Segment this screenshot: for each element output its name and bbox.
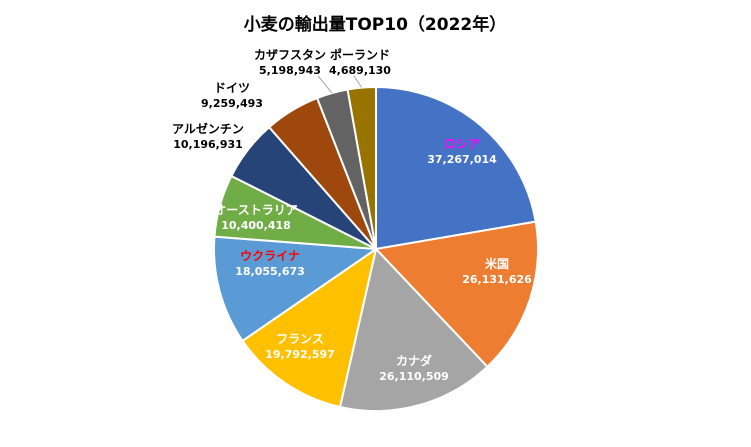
slice-labels: ロシア 37,267,014 米国 26,131,626 カナダ 26,110,509 フラ… [172, 47, 532, 383]
slice-label-8: ドイツ [214, 81, 250, 95]
leader-line-9 [317, 75, 333, 94]
slice-label-6: オーストラリア [214, 203, 297, 217]
slice-label-7: アルゼンチン [172, 121, 244, 136]
slice-label-5: ウクライナ [240, 249, 300, 263]
chart-title: 小麦の輸出量TOP10（2022年） [244, 14, 506, 35]
slice-value-5: 18,055,673 [235, 265, 305, 278]
slice-value-8: 9,259,493 [201, 97, 263, 110]
slice-label-2: 米国 [485, 256, 509, 271]
slice-value-9: 5,198,943 [259, 64, 321, 77]
slice-value-7: 10,196,931 [173, 138, 243, 151]
pie-slices [213, 85, 539, 412]
slice-label-4: フランス [276, 332, 324, 346]
pie-slice-1 [375, 85, 537, 251]
slice-label-3: カナダ [396, 353, 432, 368]
pie-slice-5 [213, 235, 379, 343]
slice-value-1: 37,267,014 [427, 153, 497, 166]
slice-value-2: 26,131,626 [462, 273, 532, 286]
slice-label-10: ポーランド [330, 47, 390, 62]
pie-slice-4 [241, 246, 378, 409]
slice-label-9: カザフスタン [254, 48, 326, 62]
leader-lines [317, 75, 363, 94]
pie-slice-2 [373, 220, 539, 369]
slice-value-4: 19,792,597 [265, 348, 335, 361]
pie-slice-3 [338, 246, 489, 412]
slice-value-6: 10,400,418 [221, 219, 291, 232]
slice-value-10: 4,689,130 [329, 64, 391, 77]
slice-label-1: ロシア [444, 137, 480, 151]
slice-value-3: 26,110,509 [379, 370, 449, 383]
leader-line-10 [353, 75, 363, 88]
